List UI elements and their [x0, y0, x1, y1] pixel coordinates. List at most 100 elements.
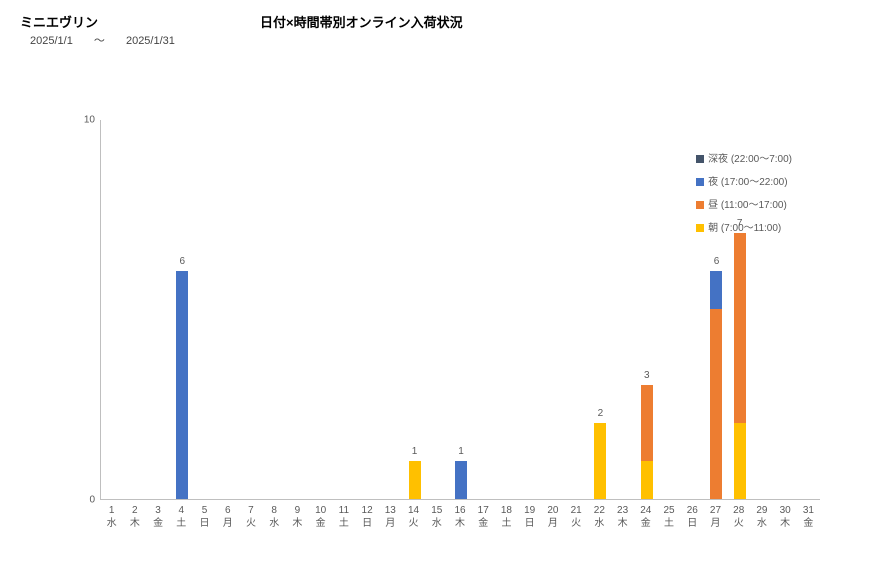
x-tick-dow: 水	[750, 517, 773, 530]
bar-stack: 1	[455, 461, 467, 499]
x-tick-label: 7火	[239, 504, 262, 530]
x-tick-day: 6	[216, 504, 239, 517]
legend-item-shinya: 深夜 (22:00～7:00)	[696, 150, 792, 165]
x-tick-dow: 木	[611, 517, 634, 530]
x-tick-label: 24金	[634, 504, 657, 530]
x-tick-label: 23木	[611, 504, 634, 530]
date-from: 2025/1/1	[30, 35, 73, 47]
x-tick-dow: 木	[774, 517, 797, 530]
x-tick-label: 1水	[100, 504, 123, 530]
x-tick-dow: 水	[263, 517, 286, 530]
x-tick-label: 4土	[170, 504, 193, 530]
x-tick-day: 9	[286, 504, 309, 517]
bar-segment-asa	[409, 461, 421, 499]
legend-swatch	[696, 201, 704, 209]
x-tick-label: 29水	[750, 504, 773, 530]
x-tick-dow: 金	[634, 517, 657, 530]
legend-item-asa: 朝 (7:00～11:00)	[696, 219, 792, 234]
date-separator: ～	[94, 35, 105, 47]
x-tick-day: 17	[472, 504, 495, 517]
legend-item-hiru: 昼 (11:00～17:00)	[696, 196, 792, 211]
x-tick-label: 13月	[379, 504, 402, 530]
x-tick-dow: 木	[286, 517, 309, 530]
x-tick-day: 1	[100, 504, 123, 517]
legend-label: 深夜 (22:00～7:00)	[708, 154, 792, 165]
legend-label: 朝 (7:00～11:00)	[708, 223, 781, 234]
x-tick-label: 10金	[309, 504, 332, 530]
chart-title: 日付×時間帯別オンライン入荷状況	[260, 12, 463, 31]
x-tick-dow: 土	[657, 517, 680, 530]
x-tick-label: 30木	[774, 504, 797, 530]
x-tick-dow: 日	[355, 517, 378, 530]
x-tick-day: 2	[123, 504, 146, 517]
x-tick-day: 8	[263, 504, 286, 517]
x-tick-label: 5日	[193, 504, 216, 530]
bar-total-label: 6	[714, 256, 720, 267]
x-tick-dow: 月	[379, 517, 402, 530]
x-tick-day: 26	[681, 504, 704, 517]
x-tick-label: 3金	[146, 504, 169, 530]
x-tick-day: 19	[518, 504, 541, 517]
legend-item-yoru: 夜 (17:00～22:00)	[696, 173, 792, 188]
x-tick-label: 27月	[704, 504, 727, 530]
x-tick-dow: 金	[309, 517, 332, 530]
x-tick-dow: 金	[797, 517, 820, 530]
x-tick-day: 11	[332, 504, 355, 517]
x-tick-label: 18土	[495, 504, 518, 530]
bar-stack: 3	[641, 385, 653, 499]
bar-segment-hiru	[734, 233, 746, 423]
x-tick-dow: 木	[448, 517, 471, 530]
x-tick-day: 20	[541, 504, 564, 517]
x-tick-day: 29	[750, 504, 773, 517]
legend-swatch	[696, 155, 704, 163]
x-tick-label: 20月	[541, 504, 564, 530]
bar-segment-yoru	[176, 271, 188, 499]
x-tick-day: 14	[402, 504, 425, 517]
bar-total-label: 6	[180, 256, 186, 267]
x-tick-day: 3	[146, 504, 169, 517]
x-tick-label: 16木	[448, 504, 471, 530]
x-tick-label: 19日	[518, 504, 541, 530]
x-tick-dow: 火	[402, 517, 425, 530]
x-tick-day: 13	[379, 504, 402, 517]
x-tick-label: 21火	[565, 504, 588, 530]
x-tick-dow: 土	[332, 517, 355, 530]
x-tick-dow: 月	[541, 517, 564, 530]
chart-legend: 深夜 (22:00～7:00) 夜 (17:00～22:00) 昼 (11:00～1…	[696, 150, 792, 242]
chart-area: 0106112367 1水2木3金4土5日6月7火8水9木10金11土12日13…	[80, 120, 820, 540]
x-tick-label: 28火	[727, 504, 750, 530]
bar-segment-yoru	[455, 461, 467, 499]
product-name: ミニエヴリン	[20, 12, 98, 31]
x-tick-dow: 金	[146, 517, 169, 530]
x-tick-label: 9木	[286, 504, 309, 530]
x-tick-label: 26日	[681, 504, 704, 530]
x-tick-label: 12日	[355, 504, 378, 530]
x-tick-label: 11土	[332, 504, 355, 530]
x-tick-day: 21	[565, 504, 588, 517]
legend-swatch	[696, 178, 704, 186]
bar-stack: 7	[734, 233, 746, 499]
x-tick-dow: 火	[565, 517, 588, 530]
x-tick-dow: 火	[239, 517, 262, 530]
y-tick-label: 10	[84, 115, 95, 126]
x-tick-day: 12	[355, 504, 378, 517]
x-tick-dow: 水	[425, 517, 448, 530]
x-tick-day: 18	[495, 504, 518, 517]
x-tick-dow: 水	[100, 517, 123, 530]
x-tick-day: 25	[657, 504, 680, 517]
date-range: 2025/1/1 ～ 2025/1/31	[30, 32, 193, 48]
bar-total-label: 1	[412, 446, 418, 457]
x-tick-label: 25土	[657, 504, 680, 530]
x-tick-day: 30	[774, 504, 797, 517]
x-tick-label: 17金	[472, 504, 495, 530]
bar-stack: 1	[409, 461, 421, 499]
x-tick-day: 22	[588, 504, 611, 517]
x-tick-day: 4	[170, 504, 193, 517]
bar-stack: 6	[710, 271, 722, 499]
legend-swatch	[696, 224, 704, 232]
bar-segment-asa	[641, 461, 653, 499]
x-tick-day: 31	[797, 504, 820, 517]
x-tick-dow: 木	[123, 517, 146, 530]
date-to: 2025/1/31	[126, 35, 175, 47]
x-tick-day: 7	[239, 504, 262, 517]
